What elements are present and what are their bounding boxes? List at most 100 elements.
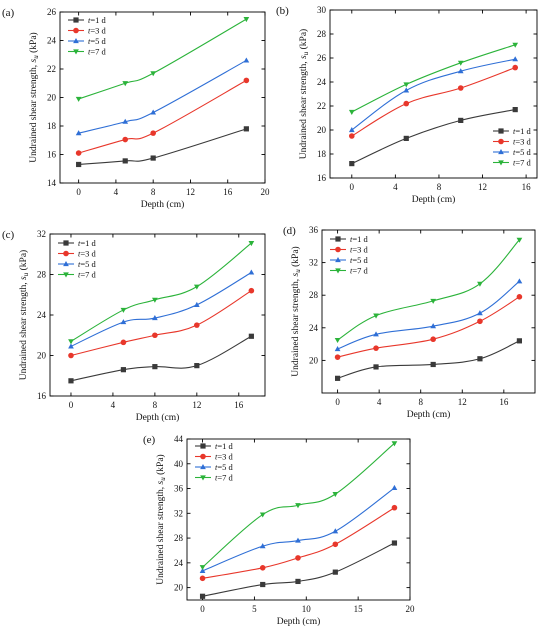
panel-label: (e) bbox=[143, 434, 156, 446]
data-point bbox=[75, 96, 82, 102]
y-tick-label: 20 bbox=[47, 93, 57, 103]
series-line bbox=[70, 335, 252, 382]
y-tick-label: 24 bbox=[37, 310, 47, 320]
x-axis-label: Depth (cm) bbox=[407, 409, 451, 420]
data-point bbox=[391, 441, 398, 447]
data-point bbox=[403, 82, 410, 88]
data-point bbox=[194, 322, 200, 328]
x-tick-label: 0 bbox=[335, 397, 340, 407]
series-4 bbox=[334, 237, 523, 344]
x-axis-label: Depth (cm) bbox=[412, 194, 456, 205]
data-point bbox=[193, 284, 200, 290]
y-tick-label: 36 bbox=[174, 484, 184, 494]
legend: t=1 dt=3 dt=5 dt=7 d bbox=[330, 234, 369, 276]
y-tick-label: 16 bbox=[317, 173, 327, 183]
data-point bbox=[120, 339, 127, 346]
data-point bbox=[295, 555, 301, 561]
panel-label: (a) bbox=[2, 7, 15, 19]
data-point bbox=[150, 155, 156, 161]
legend-entry: t=1 d bbox=[215, 441, 234, 451]
y-tick-label: 20 bbox=[317, 125, 327, 135]
series-line bbox=[70, 242, 252, 342]
series-3 bbox=[75, 57, 250, 136]
series-4 bbox=[68, 241, 255, 345]
data-point bbox=[512, 64, 519, 71]
data-point bbox=[295, 578, 301, 585]
data-point bbox=[259, 565, 266, 571]
y-tick-label: 44 bbox=[174, 434, 184, 444]
series-3 bbox=[348, 56, 519, 133]
x-tick-label: 0 bbox=[350, 182, 355, 192]
y-axis-label: Undrained shear strength, su (kPa) bbox=[298, 29, 310, 159]
data-point bbox=[295, 537, 301, 543]
data-point bbox=[332, 541, 339, 548]
data-point bbox=[75, 130, 82, 136]
legend-marker bbox=[335, 268, 341, 274]
x-tick-label: 16 bbox=[499, 397, 509, 407]
series-line bbox=[351, 67, 516, 137]
data-point bbox=[430, 323, 437, 329]
data-point bbox=[120, 367, 127, 373]
data-point bbox=[199, 575, 206, 582]
y-axis-label: Undrained shear strength, su (kPa) bbox=[28, 32, 40, 162]
legend-marker bbox=[335, 257, 341, 263]
x-axis-label: Depth (cm) bbox=[136, 412, 180, 423]
data-point bbox=[152, 297, 158, 303]
x-tick-label: 8 bbox=[418, 397, 423, 407]
y-tick-label: 26 bbox=[47, 7, 57, 17]
series-line bbox=[351, 58, 516, 131]
legend-entry: t=3 d bbox=[88, 26, 107, 36]
y-tick-label: 20 bbox=[37, 351, 47, 361]
series-1 bbox=[68, 333, 254, 384]
chart-panel-a: 0 4 8 12 16 20 14 16 18 20 22 24 26 Depth (cm) Undrain… bbox=[2, 7, 270, 210]
y-tick-label: 22 bbox=[317, 101, 326, 111]
data-point bbox=[150, 130, 156, 136]
series-1 bbox=[334, 338, 523, 381]
data-point bbox=[243, 77, 250, 84]
legend-entry: t=7 d bbox=[88, 47, 107, 57]
series-line bbox=[78, 79, 247, 154]
data-point bbox=[259, 512, 266, 518]
y-tick-label: 20 bbox=[174, 583, 184, 593]
y-tick-label: 16 bbox=[37, 391, 47, 401]
y-tick-label: 18 bbox=[47, 121, 57, 131]
series-line bbox=[78, 128, 247, 166]
y-tick-label: 24 bbox=[309, 323, 319, 333]
x-tick-label: 16 bbox=[223, 187, 233, 197]
data-point bbox=[152, 332, 158, 339]
data-point bbox=[334, 354, 341, 360]
plot-frame bbox=[329, 9, 538, 179]
data-point bbox=[150, 71, 157, 77]
data-point bbox=[248, 333, 254, 339]
x-axis-label: Depth (cm) bbox=[141, 199, 185, 210]
legend-marker bbox=[200, 464, 206, 470]
y-axis-label: Undrained shear strength, su (kPa) bbox=[155, 454, 167, 584]
chart-panel-b: 0 4 8 12 16 16 18 20 22 24 26 28 30 Depth (cm) Undrain… bbox=[276, 5, 538, 205]
series-2 bbox=[334, 294, 523, 360]
x-tick-label: 16 bbox=[522, 182, 532, 192]
plot-frame bbox=[186, 438, 411, 601]
series-line bbox=[202, 507, 395, 579]
data-point bbox=[199, 593, 206, 599]
data-point bbox=[122, 158, 128, 164]
legend-entry: t=1 d bbox=[88, 15, 107, 25]
y-tick-label: 22 bbox=[47, 64, 56, 74]
y-tick-label: 14 bbox=[47, 178, 57, 188]
y-tick-label: 40 bbox=[174, 459, 184, 469]
legend: t=1 dt=3 dt=5 dt=7 d bbox=[195, 441, 234, 483]
series-1 bbox=[76, 126, 249, 168]
x-tick-label: 5 bbox=[252, 604, 257, 614]
legend-entry: t=7 d bbox=[78, 270, 97, 280]
data-point bbox=[199, 567, 206, 573]
y-tick-label: 20 bbox=[309, 355, 319, 365]
data-point bbox=[152, 315, 158, 321]
y-tick-label: 16 bbox=[47, 150, 57, 160]
panel-label: (c) bbox=[2, 229, 15, 241]
x-tick-label: 12 bbox=[186, 187, 195, 197]
data-point bbox=[120, 307, 127, 313]
x-tick-label: 20 bbox=[261, 187, 271, 197]
series-line bbox=[351, 44, 516, 113]
data-point bbox=[243, 17, 250, 23]
data-point bbox=[391, 540, 398, 546]
series-4 bbox=[75, 17, 250, 102]
